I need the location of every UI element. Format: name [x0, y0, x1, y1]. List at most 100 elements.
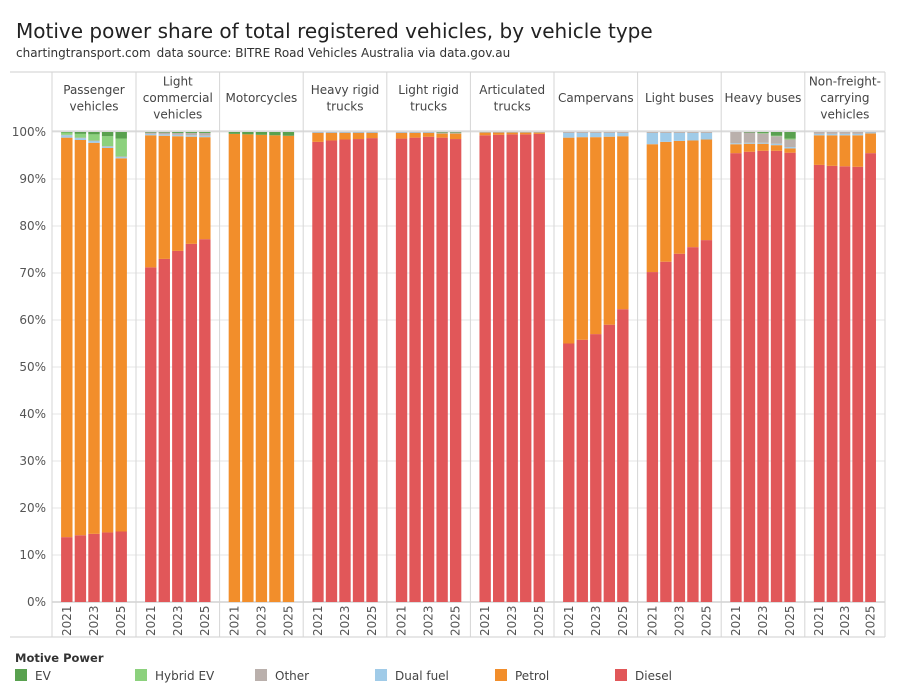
- bar-segment: [255, 132, 268, 135]
- bar-segment: [449, 132, 462, 134]
- panel-header-line: Passenger: [63, 83, 125, 97]
- bar-segment: [617, 132, 629, 137]
- bar-segment: [409, 132, 421, 133]
- bar-segment: [74, 535, 87, 602]
- bar-segment: [743, 142, 756, 144]
- bar-segment: [88, 140, 100, 143]
- legend-item[interactable]: Diesel: [615, 669, 672, 683]
- y-tick-label: 80%: [19, 219, 46, 233]
- bar-segment: [422, 136, 435, 602]
- x-tick-label: 2023: [422, 605, 436, 636]
- x-tick-label: 2021: [60, 605, 74, 636]
- legend-item[interactable]: Dual fuel: [375, 669, 449, 683]
- legend-item[interactable]: Hybrid EV: [135, 669, 214, 683]
- bar-segment: [770, 135, 783, 137]
- bar-segment: [646, 132, 659, 145]
- bar-segment: [533, 132, 545, 133]
- bar-segment: [687, 140, 699, 248]
- bar-segment: [158, 134, 170, 136]
- bar-segment: [101, 146, 114, 147]
- bar-segment: [493, 132, 505, 133]
- bar-segment: [563, 132, 575, 133]
- y-tick-label: 70%: [19, 266, 46, 280]
- legend-swatch: [255, 669, 267, 681]
- bar-segment: [158, 135, 170, 259]
- bar-segment: [436, 132, 448, 134]
- y-tick-label: 20%: [19, 501, 46, 515]
- bar-segment: [436, 132, 448, 133]
- bar-segment: [409, 132, 421, 133]
- bar-segment: [743, 151, 756, 603]
- bar-segment: [617, 136, 629, 310]
- panel-header-label: Articulated trucks: [479, 83, 545, 114]
- x-tick-label: 2021: [729, 605, 743, 636]
- bar-segment: [185, 136, 197, 244]
- bar-segment: [199, 137, 211, 240]
- x-tick-label: 2025: [449, 605, 463, 636]
- bar-segment: [506, 132, 518, 133]
- bar-segment: [74, 139, 87, 536]
- panel-header-line: Heavy buses: [725, 91, 802, 105]
- bar-segment: [228, 132, 241, 134]
- bar-segment: [730, 132, 742, 144]
- legend-item[interactable]: Other: [255, 669, 309, 683]
- bar-segment: [673, 132, 686, 133]
- bar-segment: [813, 132, 825, 134]
- legend-item[interactable]: Petrol: [495, 669, 549, 683]
- bar-segment: [700, 132, 713, 140]
- bar-segment: [115, 138, 127, 157]
- bar-segment: [115, 156, 127, 157]
- bar-segment: [185, 135, 197, 137]
- y-tick-label: 10%: [19, 548, 46, 562]
- bar-segment: [687, 132, 699, 133]
- bar-segment: [312, 132, 324, 133]
- bar-segment: [757, 143, 769, 151]
- bar-segment: [852, 135, 864, 167]
- panel-header-line: Non-freight-: [809, 75, 881, 89]
- bar-segment: [145, 133, 157, 136]
- bar-segment: [101, 146, 114, 148]
- bar-segment: [865, 132, 876, 134]
- bar-segment: [352, 132, 365, 140]
- bar-segment: [852, 133, 864, 136]
- bar-segment: [646, 132, 659, 133]
- bar-segment: [61, 132, 73, 133]
- bar-segment: [395, 132, 408, 133]
- bar-segment: [88, 134, 100, 141]
- bar-segment: [520, 132, 532, 135]
- bar-segment: [757, 132, 769, 134]
- x-tick-label: 2025: [783, 605, 797, 636]
- bar-segment: [687, 247, 699, 602]
- legend-label: Petrol: [515, 669, 550, 683]
- bar-segment: [865, 133, 876, 154]
- panel-header-line: commercial: [143, 91, 213, 105]
- bar-segment: [409, 137, 421, 602]
- bar-segment: [242, 134, 254, 602]
- x-tick-label: 2025: [114, 605, 128, 636]
- panel-header-line: Motorcycles: [226, 91, 298, 105]
- panel-header-line: Campervans: [558, 91, 634, 105]
- bar-segment: [479, 132, 491, 136]
- x-tick-label: 2023: [505, 605, 519, 636]
- x-tick-label: 2023: [838, 605, 852, 636]
- bar-segment: [282, 135, 295, 602]
- y-tick-label: 30%: [19, 454, 46, 468]
- bar-segment: [617, 132, 629, 133]
- panel-header-label: Heavy buses: [725, 91, 802, 105]
- bar-segment: [74, 132, 87, 134]
- bar-segment: [325, 132, 338, 133]
- bar-segment: [757, 132, 769, 133]
- bar-segment: [603, 324, 615, 602]
- bar-segment: [826, 133, 838, 136]
- legend-swatch: [135, 669, 147, 681]
- bar-segment: [743, 143, 756, 152]
- bar-segment: [563, 343, 575, 602]
- legend-item[interactable]: EV: [15, 669, 51, 683]
- bar-segment: [199, 135, 211, 138]
- bar-segment: [590, 132, 602, 133]
- bar-segment: [757, 150, 769, 603]
- legend-label: Hybrid EV: [155, 669, 215, 683]
- bar-segment: [784, 132, 796, 139]
- bar-segment: [603, 136, 615, 325]
- x-tick-label: 2021: [311, 605, 325, 636]
